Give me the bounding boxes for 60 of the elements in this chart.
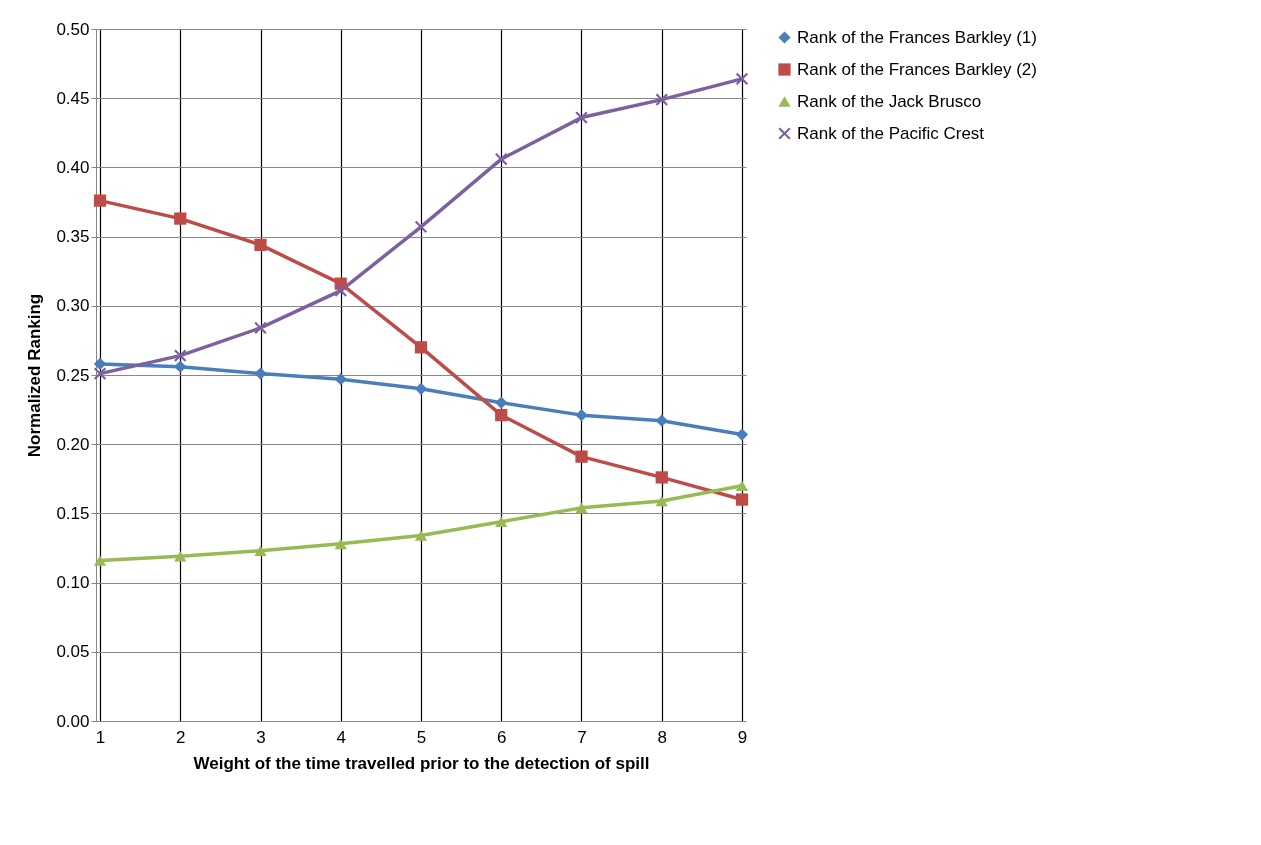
point [93,367,107,380]
point [735,493,749,506]
point [414,220,428,234]
point [495,516,508,528]
y-tick-label: 0.15 [56,503,90,523]
point [655,495,668,507]
point [735,428,749,441]
x-tick-label: 8 [657,727,667,747]
y-tick-label: 0.30 [56,296,90,316]
point [334,538,347,550]
point [575,502,588,514]
point [414,382,428,395]
point [174,360,187,373]
x-tick-label: 7 [577,727,587,747]
point [495,152,508,166]
point [735,72,749,85]
x-axis-title: Weight of the time travelled prior to the detection of spill [193,753,650,773]
x-tick-label: 4 [336,727,346,747]
x-tick-label: 3 [256,727,266,747]
point [334,373,347,386]
point [495,396,508,409]
point [334,284,347,297]
point [414,341,428,354]
x-tick-label: 5 [416,727,427,747]
point [575,409,588,422]
point [174,551,187,562]
point [414,530,428,541]
point [174,212,187,225]
point [174,349,187,362]
point [93,555,107,566]
x-tick-label: 1 [95,727,106,747]
point [575,450,588,463]
legend-label: Rank of the Frances Barkley (2) [797,59,1037,79]
point [254,367,267,380]
legend-label: Rank of the Pacific Crest [797,123,985,143]
point [254,238,267,252]
x-tick-label: 9 [737,727,748,747]
legend-label: Rank of the Frances Barkley (1) [797,27,1037,47]
point [655,471,668,484]
point [735,480,749,492]
legend-label: Rank of the Jack Brusco [797,91,982,111]
x-tick-label: 6 [497,727,507,747]
point [254,545,267,557]
y-axis-title: Normalized Ranking [25,293,45,458]
y-tick-label: 0.40 [56,157,90,177]
y-tick-label: 0.05 [56,642,90,662]
x-tick-label: 2 [176,727,186,747]
point [93,194,107,207]
y-tick-label: 0.35 [56,227,90,247]
y-tick-label: 0.20 [56,434,90,454]
y-tick-label: 0.45 [56,88,90,108]
point [254,321,267,335]
y-tick-label: 0.50 [56,19,90,39]
y-tick-label: 0.25 [56,365,90,385]
point [575,111,588,124]
point [655,93,668,106]
point [93,357,107,371]
point [495,409,508,422]
y-tick-label: 0.10 [56,573,90,593]
y-tick-label: 0.00 [56,711,90,731]
